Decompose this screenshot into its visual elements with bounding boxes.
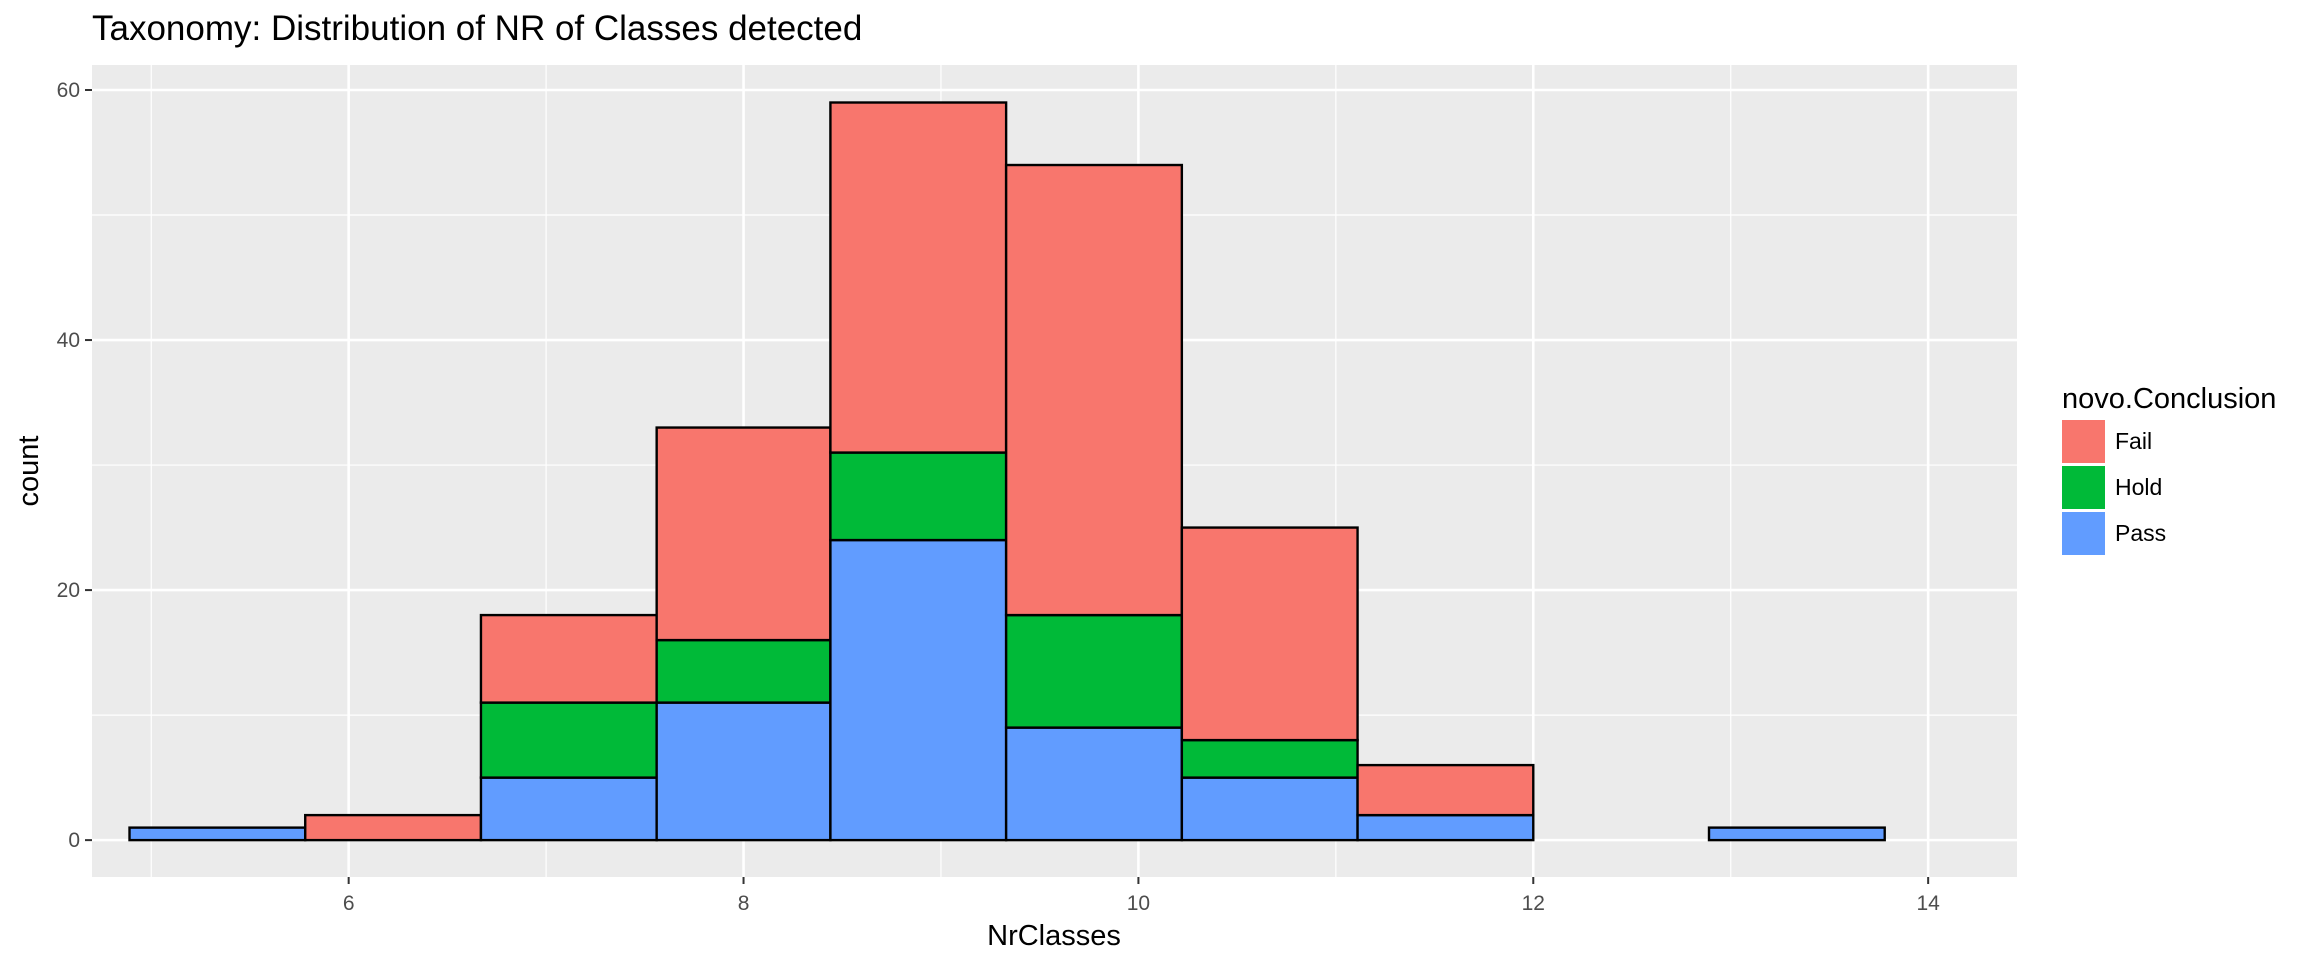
- bar-pass-bin-4: [655, 701, 832, 842]
- x-tick-label: 10: [1127, 892, 1150, 915]
- bar-fail-bin-2: [304, 813, 483, 842]
- bar-fail-bin-6: [1004, 163, 1184, 617]
- bar-pass-bin-8: [1356, 813, 1535, 842]
- legend-key-pass: [2062, 512, 2105, 555]
- chart-title: Taxonomy: Distribution of NR of Classes …: [92, 9, 862, 48]
- x-axis-title: NrClasses: [987, 920, 1121, 952]
- bar-hold-bin-7: [1180, 738, 1359, 779]
- x-tick-label: 14: [1916, 892, 1940, 915]
- y-axis-title: count: [13, 436, 45, 507]
- bar-hold-bin-3: [479, 701, 658, 779]
- legend-title: novo.Conclusion: [2062, 383, 2276, 415]
- legend-key-hold: [2062, 466, 2105, 509]
- x-axis: 6 8 10 12 14: [343, 877, 1940, 915]
- y-tick-label: 60: [57, 79, 80, 102]
- bar-pass-bin-3: [479, 776, 658, 842]
- legend-label-pass: Pass: [2115, 520, 2166, 546]
- bar-fail-bin-3: [479, 613, 658, 704]
- bar-hold-bin-6: [1004, 613, 1184, 729]
- legend-label-hold: Hold: [2115, 474, 2162, 500]
- bar-pass-bin-1: [128, 826, 307, 842]
- x-tick-label: 8: [738, 892, 750, 915]
- stacked-bars: [128, 101, 1886, 842]
- legend: novo.Conclusion Fail Hold Pass: [2062, 383, 2276, 555]
- bar-pass-bin-5: [829, 538, 1008, 842]
- bar-fail-bin-4: [655, 426, 832, 642]
- bar-pass-bin-7: [1180, 776, 1359, 842]
- y-tick-label: 0: [68, 829, 80, 852]
- bar-pass-bin-10: [1707, 826, 1886, 842]
- y-tick-label: 40: [57, 329, 80, 352]
- bar-pass-bin-6: [1004, 726, 1184, 842]
- bar-hold-bin-4: [655, 638, 832, 704]
- bar-fail-bin-8: [1356, 763, 1535, 817]
- legend-key-fail: [2062, 420, 2105, 463]
- bar-fail-bin-7: [1180, 526, 1359, 742]
- y-tick-label: 20: [57, 579, 80, 602]
- x-tick-label: 6: [343, 892, 355, 915]
- x-tick-label: 12: [1522, 892, 1545, 915]
- legend-label-fail: Fail: [2115, 428, 2152, 454]
- bar-hold-bin-5: [829, 451, 1008, 542]
- y-axis: 0 20 40 60: [57, 79, 92, 852]
- bar-fail-bin-5: [829, 101, 1008, 454]
